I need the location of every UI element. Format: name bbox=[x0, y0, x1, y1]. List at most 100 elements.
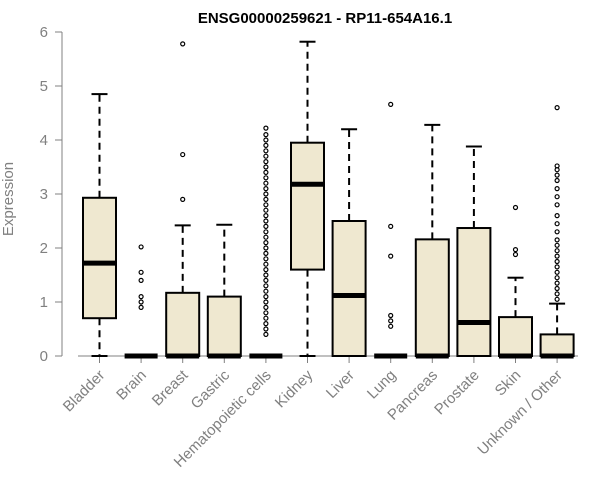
outlier-point bbox=[263, 137, 269, 143]
outlier-point bbox=[512, 204, 519, 211]
box-body bbox=[539, 333, 575, 357]
outlier-point bbox=[263, 223, 269, 229]
outlier-point bbox=[263, 272, 269, 278]
outlier-point bbox=[554, 264, 560, 270]
outlier-point bbox=[554, 285, 560, 292]
outlier-point bbox=[554, 202, 560, 208]
box-bladder bbox=[82, 93, 117, 357]
outlier-point bbox=[263, 186, 269, 192]
x-tick-label: Brain bbox=[113, 367, 150, 404]
outlier-point bbox=[554, 280, 560, 286]
outlier-point bbox=[388, 101, 394, 107]
outlier-point bbox=[554, 296, 560, 302]
outlier-point bbox=[263, 267, 269, 273]
box-body bbox=[165, 291, 201, 358]
outlier-point bbox=[180, 196, 186, 202]
outlier-point bbox=[388, 223, 394, 229]
outlier-point bbox=[263, 288, 269, 294]
y-tick-label: 5 bbox=[40, 78, 48, 95]
outlier-point bbox=[138, 269, 144, 275]
outlier-point bbox=[263, 132, 269, 138]
y-tick-label: 2 bbox=[40, 240, 48, 257]
box-body bbox=[498, 316, 533, 357]
outlier-point bbox=[263, 202, 269, 208]
outlier-point bbox=[263, 234, 269, 240]
box-prostate bbox=[456, 145, 492, 358]
box-brain bbox=[124, 244, 158, 359]
outlier-point bbox=[263, 321, 269, 327]
outlier-point bbox=[554, 172, 560, 178]
outlier-point bbox=[554, 104, 560, 111]
box-lung bbox=[374, 101, 408, 359]
x-tick-label: Skin bbox=[492, 367, 525, 400]
x-tick-label: Kidney bbox=[272, 366, 317, 411]
outlier-point bbox=[180, 41, 186, 47]
box-hematopoietic-cells bbox=[249, 125, 283, 359]
outlier-point bbox=[554, 291, 560, 297]
outlier-point bbox=[554, 275, 560, 281]
outlier-point bbox=[388, 312, 394, 319]
box-skin bbox=[498, 204, 533, 359]
x-tick-label: Breast bbox=[149, 366, 192, 409]
x-tick-label: Lung bbox=[364, 367, 400, 403]
x-tick-label: Bladder bbox=[60, 367, 109, 416]
outlier-point bbox=[263, 331, 269, 337]
outlier-point bbox=[554, 221, 560, 227]
outlier-point bbox=[138, 244, 144, 250]
outlier-point bbox=[138, 304, 144, 310]
x-tick-label: Prostate bbox=[431, 367, 483, 419]
box-pancreas bbox=[414, 123, 450, 359]
y-axis-ticks: 0 1 2 3 4 5 6 bbox=[40, 24, 62, 365]
outlier-point bbox=[554, 186, 560, 192]
outlier-point bbox=[512, 251, 519, 258]
y-tick-label: 6 bbox=[40, 24, 48, 41]
outlier-point bbox=[554, 253, 560, 259]
box-body bbox=[82, 196, 117, 320]
outlier-point bbox=[554, 242, 560, 248]
outlier-point bbox=[263, 229, 269, 235]
y-tick-label: 1 bbox=[40, 294, 48, 311]
box-gastric bbox=[206, 223, 242, 359]
y-tick-label: 3 bbox=[40, 186, 48, 203]
y-tick-label: 4 bbox=[40, 132, 48, 149]
outlier-point bbox=[263, 142, 269, 148]
outlier-point bbox=[554, 194, 560, 200]
outlier-point bbox=[263, 250, 269, 256]
box-body bbox=[290, 141, 325, 271]
outlier-point bbox=[554, 258, 560, 265]
box-body bbox=[331, 220, 367, 357]
x-tick-label: Liver bbox=[323, 367, 358, 402]
outlier-point bbox=[138, 299, 144, 305]
box-breast bbox=[165, 41, 201, 359]
outlier-point bbox=[180, 151, 186, 158]
outlier-point bbox=[554, 177, 560, 184]
outlier-point bbox=[263, 191, 269, 197]
chart-title: ENSG00000259621 - RP11-654A16.1 bbox=[198, 10, 452, 27]
outlier-point bbox=[263, 180, 269, 186]
outlier-point bbox=[263, 310, 269, 316]
outlier-point bbox=[263, 159, 269, 165]
outlier-point bbox=[263, 196, 269, 202]
box-body bbox=[206, 295, 242, 358]
boxplot-series bbox=[82, 40, 575, 359]
outlier-point bbox=[263, 153, 269, 159]
outlier-point bbox=[263, 315, 269, 321]
outlier-point bbox=[263, 240, 269, 246]
outlier-point bbox=[263, 256, 269, 262]
outlier-point bbox=[263, 294, 269, 300]
outlier-point bbox=[263, 218, 269, 224]
outlier-point bbox=[554, 237, 560, 243]
outlier-point bbox=[138, 294, 144, 300]
outlier-point bbox=[263, 169, 269, 175]
outlier-point bbox=[512, 247, 519, 253]
outlier-point bbox=[388, 323, 394, 329]
outlier-point bbox=[388, 318, 394, 324]
outlier-point bbox=[263, 304, 269, 310]
outlier-point bbox=[263, 277, 269, 283]
outlier-point bbox=[554, 163, 560, 169]
outlier-point bbox=[263, 164, 269, 170]
y-axis-title: Expression bbox=[0, 162, 17, 236]
outlier-point bbox=[263, 283, 269, 289]
